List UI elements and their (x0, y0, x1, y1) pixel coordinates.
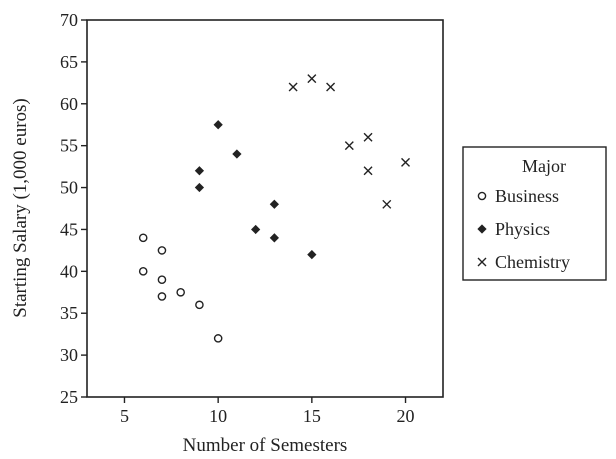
data-point-business (157, 292, 167, 301)
data-point-business (138, 267, 148, 276)
y-tick-label: 30 (60, 345, 78, 365)
data-point-chemistry (401, 157, 411, 167)
data-point-physics (194, 182, 205, 193)
data-point-chemistry (363, 132, 373, 142)
legend-marker-physics (477, 224, 487, 234)
x-axis: 5 10 15 20 (120, 397, 415, 426)
x-tick-label: 15 (303, 406, 321, 426)
data-point-chemistry (307, 74, 317, 84)
data-point-business (176, 287, 185, 297)
data-point-physics (251, 224, 261, 235)
y-tick-label: 35 (60, 303, 78, 323)
data-point-chemistry (363, 166, 373, 176)
data-point-physics (213, 120, 223, 130)
data-point-chemistry (344, 141, 354, 151)
legend-marker-business (477, 191, 487, 201)
y-axis-title: Starting Salary (1,000 euros) (10, 98, 31, 318)
data-point-business (195, 300, 204, 310)
y-tick-label: 25 (60, 387, 78, 407)
data-point-business (138, 233, 148, 243)
x-tick-label: 10 (209, 406, 227, 426)
legend-marker-chemistry (477, 257, 487, 267)
data-point-physics (232, 149, 242, 159)
legend-box (462, 146, 607, 281)
legend-label-chemistry: Chemistry (495, 252, 570, 272)
legend-label-business: Business (495, 186, 559, 206)
legend-title: Major (522, 156, 566, 176)
y-tick-label: 70 (60, 10, 78, 30)
y-tick-label: 65 (60, 52, 78, 72)
data-points (138, 74, 411, 343)
y-tick-label: 40 (60, 261, 78, 281)
data-point-chemistry (288, 82, 298, 92)
data-point-physics (194, 166, 205, 176)
legend-entries: Business Physics Chemistry (477, 186, 570, 272)
data-point-business (157, 246, 167, 255)
x-tick-label: 20 (397, 406, 415, 426)
data-point-physics (269, 233, 279, 243)
y-tick-label: 45 (60, 219, 78, 239)
data-point-chemistry (382, 199, 392, 209)
y-axis: 25 30 35 40 45 50 55 60 65 70 (60, 10, 87, 407)
y-tick-label: 60 (60, 94, 78, 114)
legend-label-physics: Physics (495, 219, 550, 239)
data-point-business (213, 334, 223, 343)
legend: Major Business Physics Chemistry (462, 146, 607, 281)
y-tick-label: 50 (60, 178, 78, 198)
x-axis-title: Number of Semesters (183, 435, 348, 456)
y-tick-label: 55 (60, 136, 78, 156)
plot-frame (86, 19, 444, 398)
data-point-chemistry (326, 82, 336, 92)
x-tick-label: 5 (120, 406, 129, 426)
data-point-physics (307, 249, 317, 260)
data-point-physics (269, 199, 279, 209)
data-point-business (157, 275, 167, 285)
